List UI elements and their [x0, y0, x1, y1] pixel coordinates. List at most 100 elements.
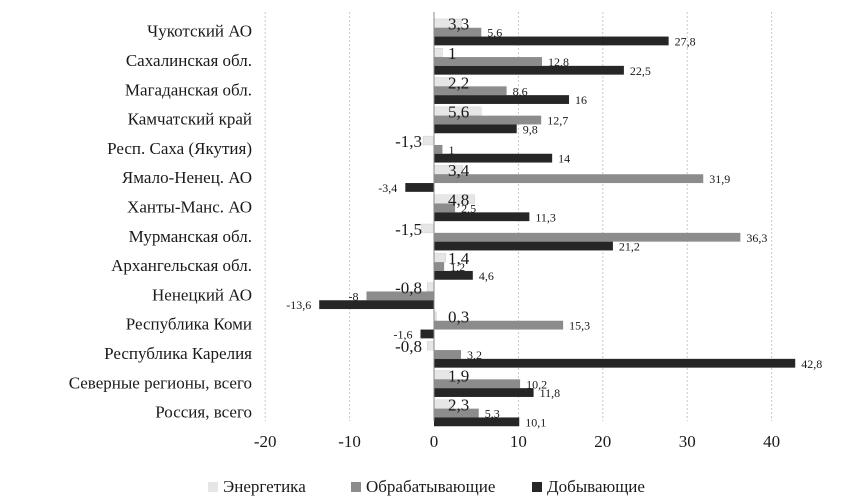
bar-energy	[426, 282, 435, 292]
bar-energy	[426, 341, 435, 351]
data-label-manufacturing: 5,6	[487, 26, 502, 40]
data-label-energy: -0,8	[395, 337, 422, 356]
legend-energy-swatch	[208, 482, 218, 492]
data-label-extraction: 27,8	[675, 34, 696, 48]
data-label-extraction: 42,8	[801, 357, 822, 371]
legend: Энергетика Обрабатывающие Добывающие	[208, 477, 645, 496]
data-label-extraction: 21,2	[619, 240, 640, 254]
bars	[319, 18, 796, 427]
category-label: Республика Карелия	[104, 344, 252, 363]
bar-extraction	[434, 124, 517, 134]
data-label-manufacturing: 36,3	[746, 231, 767, 245]
x-tick-label: 20	[594, 432, 611, 451]
data-label-energy: 0,3	[448, 308, 469, 327]
data-label-energy: 4,8	[448, 190, 469, 209]
data-label-extraction: -1,6	[393, 327, 412, 341]
bar-extraction	[434, 153, 553, 163]
data-label-energy: -1,3	[395, 132, 422, 151]
bar-manufacturing	[434, 320, 564, 330]
data-label-energy: 3,3	[448, 15, 469, 34]
bar-manufacturing	[434, 203, 456, 213]
axes: -20 -10 0 10 20 30 40 Чукотский АО Сахалинская о…	[69, 12, 780, 451]
data-label-extraction: 10,1	[525, 415, 546, 429]
data-labels: 3,3 5,6 27,8 1 12,8 22,5 2,2 8,6 16 5,6 12,7 9,8 -1,…	[286, 15, 822, 430]
data-label-manufacturing: 15,3	[569, 319, 590, 333]
category-label: Ямало-Ненец. АО	[122, 168, 252, 187]
bar-manufacturing	[434, 350, 462, 359]
bar-manufacturing	[434, 27, 482, 37]
data-label-extraction: 11,8	[540, 386, 561, 400]
data-label-manufacturing: 1,2	[450, 260, 465, 274]
data-label-energy: 1,9	[448, 366, 469, 385]
data-label-energy: 2,2	[448, 73, 469, 92]
category-label: Северные регионы, всего	[69, 373, 252, 392]
bar-extraction	[319, 300, 434, 310]
bar-manufacturing	[434, 408, 479, 418]
category-label: Архангельская обл.	[111, 256, 252, 275]
category-label: Республика Коми	[126, 315, 252, 334]
data-label-manufacturing: 31,9	[709, 172, 730, 186]
bar-manufacturing	[434, 379, 521, 389]
bar-extraction	[434, 36, 669, 46]
data-label-manufacturing: 2,5	[461, 201, 476, 215]
x-tick-label: 10	[510, 432, 527, 451]
category-label: Сахалинская обл.	[126, 51, 252, 70]
bar-extraction	[434, 388, 534, 397]
bar-manufacturing	[434, 174, 704, 184]
bar-manufacturing	[434, 232, 741, 242]
data-label-energy: 5,6	[448, 103, 469, 122]
category-label: Камчатский край	[128, 110, 252, 129]
data-label-energy: 1	[448, 44, 457, 63]
legend-energy-label: Энергетика	[223, 477, 306, 496]
category-label: Магаданская обл.	[125, 80, 252, 99]
data-label-energy: -0,8	[395, 278, 422, 297]
bar-extraction	[405, 183, 434, 192]
data-label-extraction: 11,3	[535, 210, 556, 224]
category-label: Россия, всего	[155, 403, 252, 422]
data-label-extraction: -3,4	[378, 181, 397, 195]
data-label-manufacturing: 1	[448, 143, 454, 157]
bar-energy	[433, 48, 443, 58]
bar-manufacturing	[434, 144, 443, 154]
legend-extraction-label: Добывающие	[547, 477, 645, 496]
x-tick-label: 0	[430, 432, 439, 451]
bar-extraction	[434, 241, 613, 251]
bar-extraction	[434, 417, 520, 427]
data-label-manufacturing: 12,7	[547, 114, 568, 128]
category-label: Ханты-Манс. АО	[127, 197, 252, 216]
legend-extraction-swatch	[532, 482, 542, 492]
data-label-extraction: 22,5	[630, 64, 651, 78]
bar-manufacturing	[434, 57, 543, 66]
data-label-manufacturing: 3,2	[467, 348, 482, 362]
data-label-manufacturing: 12,8	[548, 55, 569, 69]
data-label-extraction: 4,6	[479, 269, 494, 283]
bar-manufacturing	[434, 115, 542, 125]
category-label: Чукотский АО	[147, 22, 252, 41]
data-label-extraction: 9,8	[523, 122, 538, 136]
data-label-extraction: 14	[558, 152, 570, 166]
data-label-energy: 2,3	[448, 396, 469, 415]
bar-energy	[422, 135, 435, 146]
data-label-extraction: -13,6	[286, 298, 311, 312]
category-label: Ненецкий АО	[152, 285, 252, 304]
bar-extraction	[434, 212, 530, 222]
x-tick-label: -20	[254, 432, 277, 451]
bar-manufacturing	[434, 86, 507, 96]
data-label-manufacturing: 5,3	[485, 407, 500, 421]
data-label-energy: 3,4	[448, 161, 470, 180]
legend-manufacturing-label: Обрабатывающие	[366, 477, 495, 496]
data-label-manufacturing: 8,6	[513, 84, 528, 98]
data-label-energy: 1,4	[448, 249, 470, 268]
bar-energy	[421, 223, 435, 234]
x-tick-label: -10	[338, 432, 361, 451]
x-tick-label: 40	[763, 432, 780, 451]
bar-manufacturing	[434, 262, 445, 271]
bar-extraction	[420, 329, 434, 339]
data-label-manufacturing: 10,2	[526, 377, 547, 391]
bar-manufacturing	[366, 291, 434, 301]
bar-extraction	[434, 358, 796, 368]
bar-extraction	[434, 270, 473, 280]
bar-extraction	[434, 95, 570, 104]
